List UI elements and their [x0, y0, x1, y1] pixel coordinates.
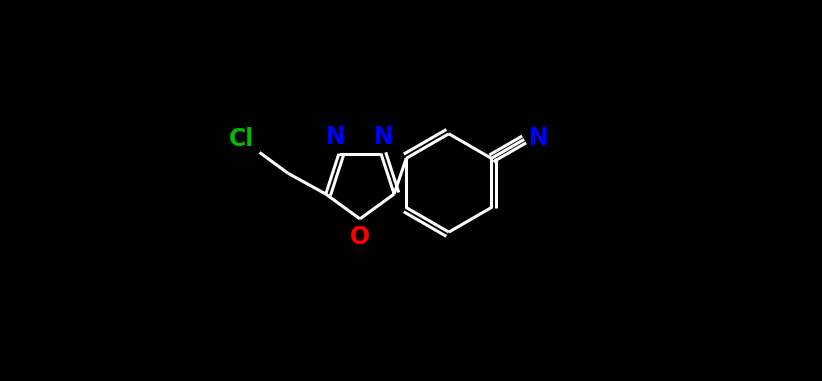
Text: Cl: Cl: [229, 126, 254, 150]
Text: N: N: [529, 126, 548, 150]
Text: O: O: [350, 224, 370, 248]
Text: N: N: [326, 125, 346, 149]
Text: N: N: [374, 125, 394, 149]
